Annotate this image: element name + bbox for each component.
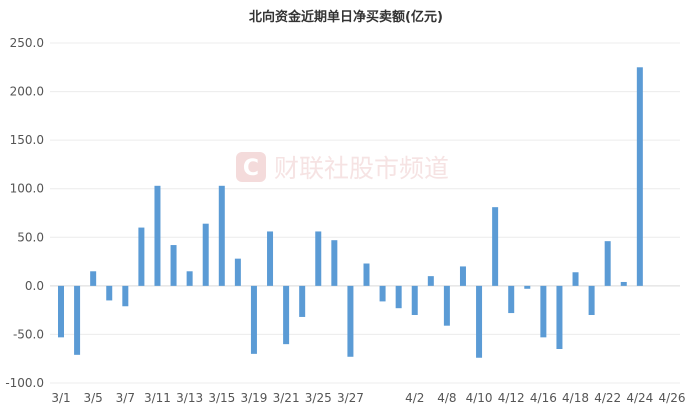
bar-3/1 — [58, 285, 64, 338]
bar-3/14 — [202, 223, 209, 286]
bar-4/3 — [427, 276, 434, 286]
x-tick-label: 4/18 — [562, 391, 589, 405]
bar-3/6 — [106, 285, 113, 301]
bar-4/9 — [459, 266, 466, 286]
bar-3/25 — [315, 231, 322, 286]
x-tick-label: 3/1 — [51, 391, 70, 405]
x-tick-label: 4/26 — [659, 391, 686, 405]
x-tick-label: 3/15 — [208, 391, 235, 405]
bar-3/21 — [283, 285, 290, 345]
y-tick-label: 100.0 — [10, 182, 44, 196]
bar-3/27 — [347, 285, 354, 357]
bar-4/24 — [636, 67, 643, 286]
bar-4/17 — [556, 285, 563, 349]
bar-4/23 — [620, 281, 627, 286]
y-tick-label: 200.0 — [10, 85, 44, 99]
bar-4/12 — [508, 285, 515, 314]
x-tick-label: 4/8 — [437, 391, 456, 405]
bar-4/1 — [395, 285, 402, 309]
bar-3/13 — [186, 271, 193, 286]
bar-3/4 — [74, 285, 81, 355]
bar-4/11 — [492, 207, 499, 286]
bars — [58, 67, 643, 358]
bar-3/28 — [363, 263, 370, 286]
x-tick-label: 3/25 — [305, 391, 332, 405]
y-axis-ticks: 250.0 200.0 150.0 100.0 50.0 0.0 -50.0 -100.0 — [5, 36, 44, 390]
x-tick-label: 3/11 — [144, 391, 171, 405]
y-tick-label: 50.0 — [17, 230, 44, 244]
x-tick-label: 4/12 — [498, 391, 525, 405]
bar-3/5 — [90, 271, 97, 286]
bar-4/22 — [604, 241, 611, 286]
bar-3/15 — [218, 185, 225, 286]
x-tick-label: 3/7 — [116, 391, 135, 405]
bar-3/8 — [138, 227, 145, 286]
x-axis-ticks: 3/1 3/5 3/7 3/11 3/13 3/15 3/19 3/21 3/25 3/27 4/2… — [51, 391, 685, 405]
bar-4/8 — [443, 285, 450, 326]
bar-3/19 — [250, 285, 257, 354]
x-tick-label: 4/22 — [594, 391, 621, 405]
bar-4/10 — [476, 285, 483, 358]
bar-3/12 — [170, 245, 177, 286]
x-tick-label: 4/24 — [626, 391, 653, 405]
y-tick-label: 250.0 — [10, 36, 44, 50]
bar-4/16 — [540, 285, 547, 338]
bar-4/18 — [572, 272, 579, 286]
x-tick-label: 4/10 — [466, 391, 493, 405]
bar-3/20 — [267, 231, 274, 286]
y-tick-label: 0.0 — [25, 279, 44, 293]
bar-3/29 — [379, 285, 386, 302]
bar-4/2 — [411, 285, 418, 315]
x-tick-label: 4/16 — [530, 391, 557, 405]
bar-3/22 — [299, 285, 306, 317]
bar-4/15 — [524, 285, 531, 289]
watermark-logo-icon — [236, 152, 266, 182]
watermark-logo-letter: C — [243, 156, 259, 181]
bar-3/18 — [234, 258, 241, 286]
x-tick-label: 3/19 — [240, 391, 267, 405]
bar-3/11 — [154, 185, 161, 286]
watermark: C 财联社股市频道 — [236, 152, 449, 183]
bar-3/7 — [122, 285, 129, 307]
x-tick-label: 3/5 — [84, 391, 103, 405]
y-tick-label: -100.0 — [5, 376, 44, 390]
chart-title: 北向资金近期单日净买卖额(亿元) — [249, 9, 443, 25]
y-tick-label: 150.0 — [10, 133, 44, 147]
bar-3/26 — [331, 240, 338, 286]
y-tick-label: -50.0 — [13, 327, 44, 341]
x-tick-label: 3/27 — [337, 391, 364, 405]
bar-4/19 — [588, 285, 595, 315]
watermark-text: 财联社股市频道 — [274, 154, 449, 183]
x-tick-label: 4/2 — [405, 391, 424, 405]
x-tick-label: 3/13 — [176, 391, 203, 405]
gridlines — [50, 42, 680, 384]
x-tick-label: 3/21 — [273, 391, 300, 405]
